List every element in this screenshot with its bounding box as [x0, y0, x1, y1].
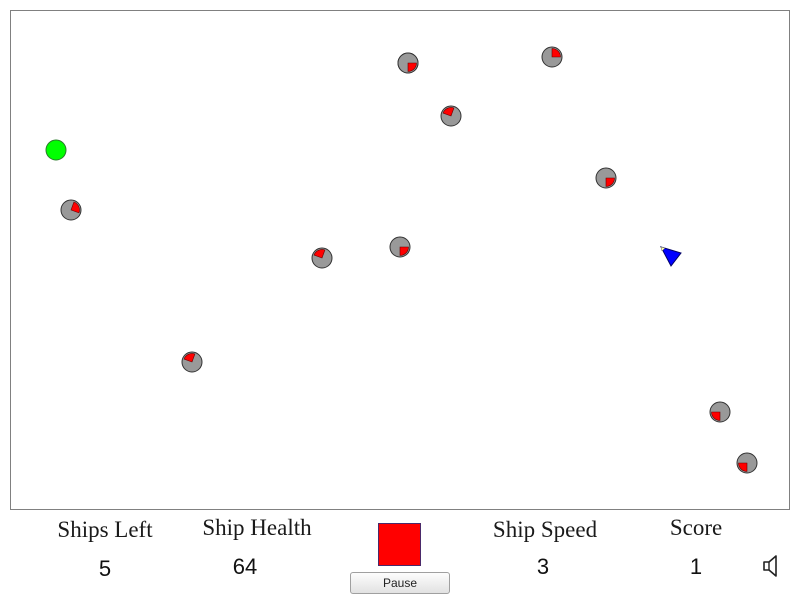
ship-health-label: Ship Health — [202, 515, 312, 540]
sound-toggle-button[interactable] — [760, 553, 786, 579]
enemy-drone — [397, 52, 419, 74]
playfield-canvas — [45, 46, 758, 474]
score-label: Score — [669, 515, 723, 540]
speaker-icon — [763, 555, 777, 577]
enemy-drone — [389, 236, 411, 258]
enemy-drone — [709, 401, 731, 423]
player-ship-thruster — [660, 246, 666, 252]
enemy-turret — [442, 107, 455, 117]
health-pickup — [45, 139, 67, 161]
ships-left-value: 5 — [98, 556, 112, 581]
enemy-drone — [440, 105, 462, 127]
pause-button[interactable]: Pause — [350, 572, 450, 594]
player-ship — [660, 246, 682, 267]
enemy-drone — [311, 247, 333, 269]
enemy-turret — [183, 353, 196, 363]
playfield[interactable] — [10, 10, 790, 510]
weapon-color-swatch — [378, 523, 421, 566]
enemy-turret — [399, 246, 409, 256]
enemy-turret — [738, 462, 748, 472]
enemy-drone — [541, 46, 563, 68]
enemy-layer — [60, 46, 758, 474]
enemy-drone — [595, 167, 617, 189]
ship-speed-value: 3 — [536, 554, 550, 579]
enemy-drone — [181, 351, 203, 373]
ships-left-label: Ships Left — [57, 517, 153, 542]
score-value: 1 — [689, 554, 703, 579]
ship-health-value: 64 — [232, 554, 258, 579]
enemy-turret — [70, 201, 80, 214]
enemy-drone — [60, 199, 82, 221]
enemy-turret — [551, 48, 561, 58]
enemy-turret — [711, 411, 721, 421]
enemy-drone — [736, 452, 758, 474]
enemy-turret — [313, 249, 326, 259]
enemy-turret — [605, 177, 615, 187]
enemy-turret — [407, 62, 417, 72]
ship-speed-label: Ship Speed — [492, 517, 598, 542]
